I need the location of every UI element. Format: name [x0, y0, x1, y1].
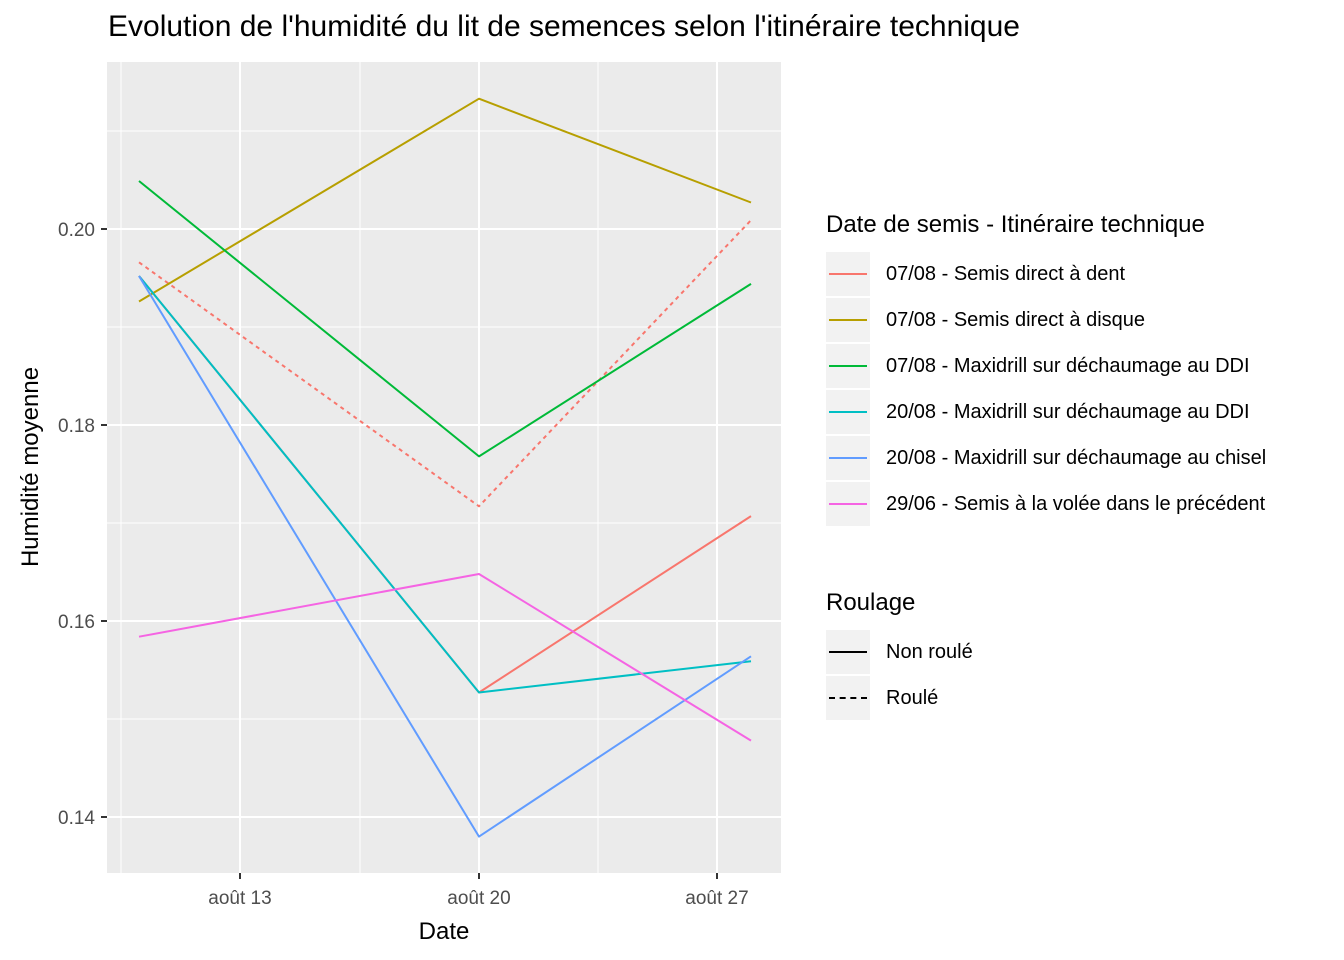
series-line [138, 219, 752, 508]
series-line [138, 275, 752, 838]
legend-item: 07/08 - Maxidrill sur déchaumage au DDI [826, 343, 1266, 389]
legend-linetype-title: Roulage [826, 589, 916, 616]
legend-label: Roulé [886, 686, 939, 709]
legend-label: 07/08 - Semis direct à disque [886, 308, 1146, 331]
legend-label: Non roulé [886, 640, 973, 663]
legend-key-icon [826, 390, 870, 434]
chart-title: Evolution de l'humidité du lit de semenc… [108, 10, 1020, 43]
legend-key-icon [826, 436, 870, 480]
legend-item: 29/06 - Semis à la volée dans le précéde… [826, 481, 1266, 527]
legend-label: 07/08 - Maxidrill sur déchaumage au DDI [886, 354, 1250, 377]
y-tick-label: 0.16 [58, 612, 95, 633]
series-line [138, 573, 752, 742]
x-axis-title: Date [419, 918, 470, 945]
legend-item: 20/08 - Maxidrill sur déchaumage au chis… [826, 435, 1266, 481]
legend-label: 29/06 - Semis à la volée dans le précéde… [886, 492, 1266, 515]
legend-item: 07/08 - Semis direct à disque [826, 297, 1266, 343]
legend-key-icon [826, 482, 870, 526]
x-axis: août 13 août 20 août 27 [208, 873, 749, 909]
series-line [138, 275, 752, 694]
legend-item: Roulé [826, 675, 973, 721]
y-tick-label: 0.20 [58, 220, 95, 241]
legend-key-icon [826, 630, 870, 674]
y-tick-label: 0.14 [58, 808, 95, 829]
legend-label: 07/08 - Semis direct à dent [886, 262, 1126, 285]
x-tick-label: août 27 [685, 888, 748, 909]
legend-item: Non roulé [826, 629, 973, 675]
legend-item: 20/08 - Maxidrill sur déchaumage au DDI [826, 389, 1266, 435]
legend-key-icon [826, 676, 870, 720]
x-tick-label: août 13 [208, 888, 271, 909]
y-tick-label: 0.18 [58, 416, 95, 437]
series-line [138, 180, 752, 458]
legend-label: 20/08 - Maxidrill sur déchaumage au chis… [886, 446, 1267, 469]
series-line [138, 97, 752, 303]
legend-color: Date de semis - Itinéraire technique 07/… [826, 211, 1266, 527]
legend-label: 20/08 - Maxidrill sur déchaumage au DDI [886, 400, 1250, 423]
legend-linetype: Roulage Non roulé Roulé [826, 589, 973, 721]
legend-key-icon [826, 252, 870, 296]
legend-key-icon [826, 344, 870, 388]
data-lines [138, 97, 752, 838]
legend-color-title: Date de semis - Itinéraire technique [826, 211, 1205, 238]
y-axis-title: Humidité moyenne [17, 367, 44, 567]
legend-key-icon [826, 298, 870, 342]
legend-item: 07/08 - Semis direct à dent [826, 251, 1266, 297]
panel-background [107, 62, 781, 873]
x-tick-label: août 20 [447, 888, 510, 909]
y-axis: 0.14 0.16 0.18 0.20 [58, 220, 107, 829]
